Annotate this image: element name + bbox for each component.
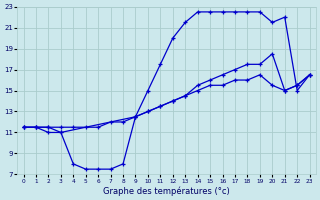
X-axis label: Graphe des températures (°c): Graphe des températures (°c): [103, 186, 230, 196]
